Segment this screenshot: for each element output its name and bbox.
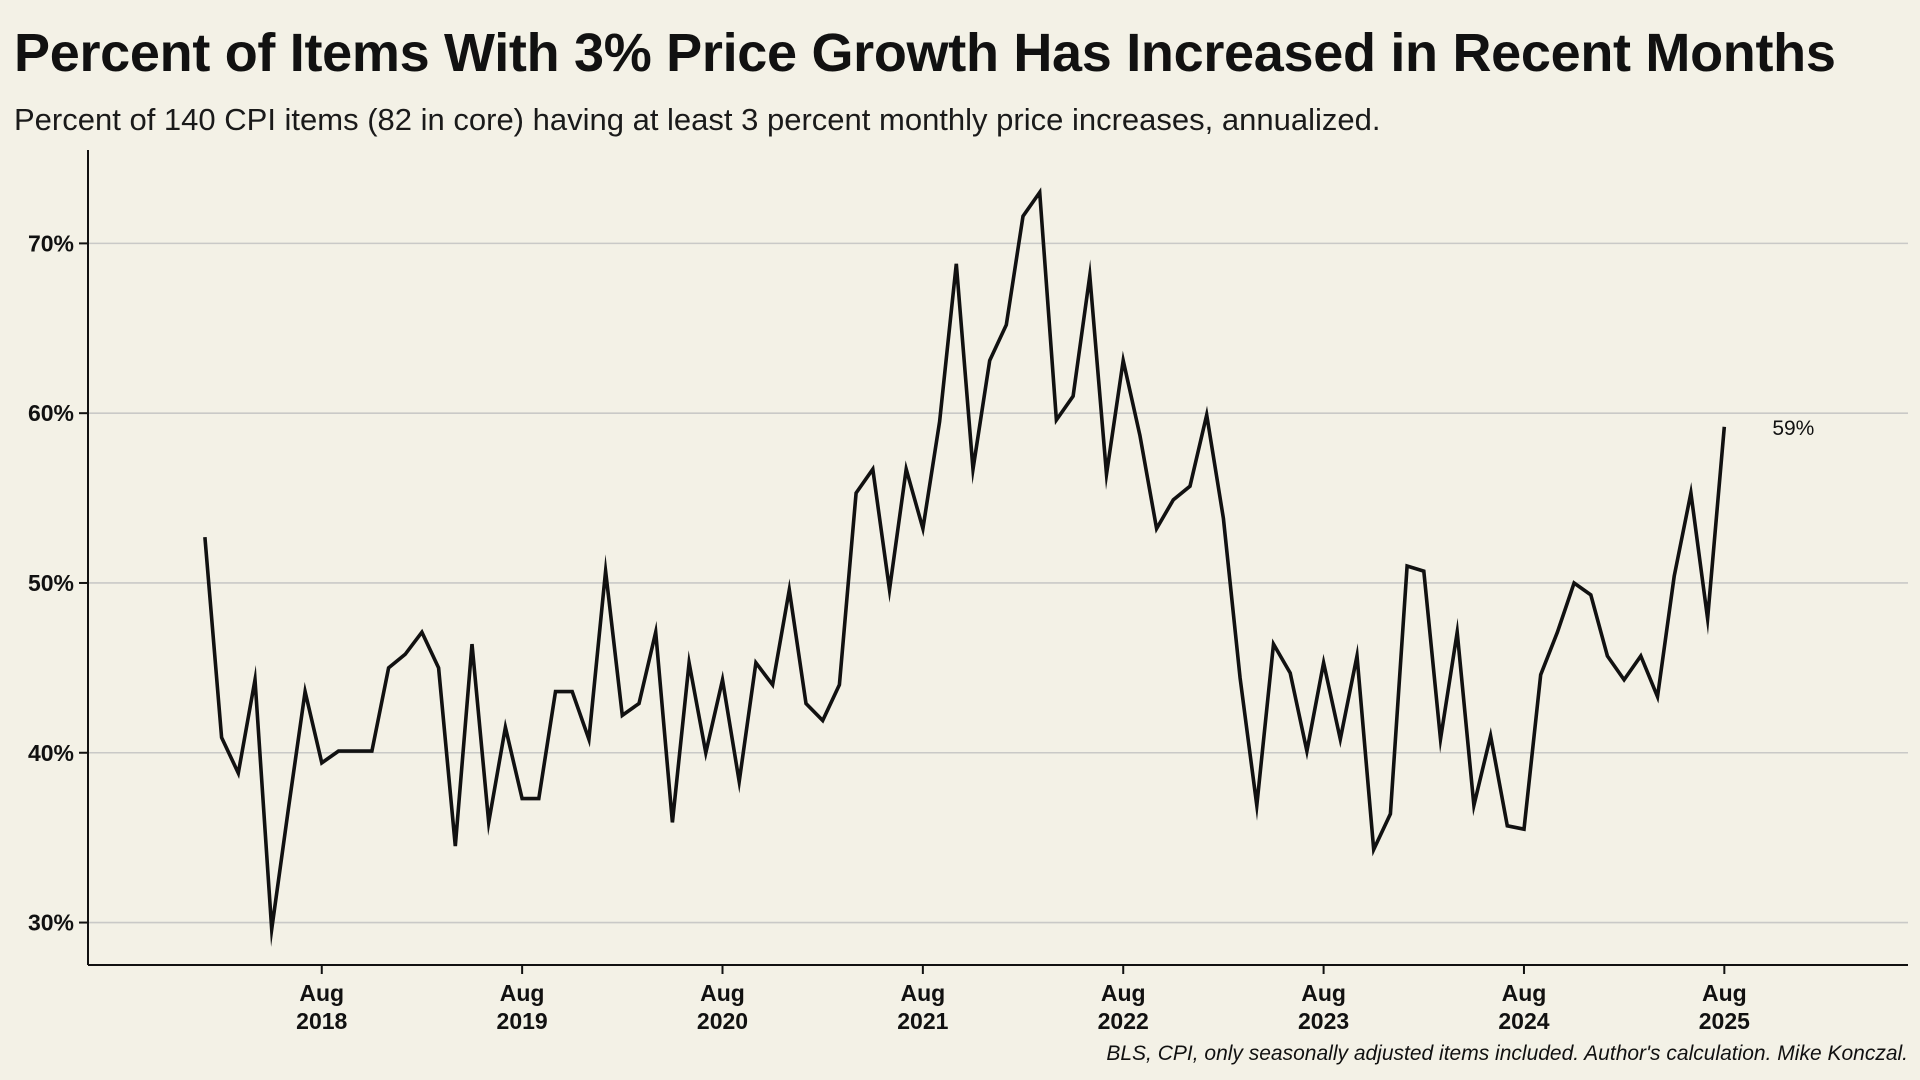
y-tick-label: 40% — [28, 740, 74, 766]
tick-labels: 30%40%50%60%70%Aug2018Aug2019Aug2020Aug2… — [28, 230, 1750, 1034]
source-note: BLS, CPI, only seasonally adjusted items… — [1106, 1042, 1908, 1065]
y-tick-label: 30% — [28, 910, 74, 936]
x-tick-label-month: Aug — [1702, 980, 1747, 1006]
chart-subtitle: Percent of 140 CPI items (82 in core) ha… — [14, 102, 1381, 137]
end-value-label: 59% — [1772, 417, 1814, 440]
x-tick-label-month: Aug — [700, 980, 745, 1006]
gridlines — [88, 242, 1908, 924]
x-tick-label-year: 2025 — [1699, 1008, 1750, 1034]
x-tick-label-year: 2019 — [497, 1008, 548, 1034]
x-tick-label-month: Aug — [299, 980, 344, 1006]
x-tick-label-month: Aug — [1101, 980, 1146, 1006]
chart-title: Percent of Items With 3% Price Growth Ha… — [14, 23, 1836, 83]
axes — [79, 150, 1908, 974]
series-layer: 59% — [203, 187, 1814, 947]
x-tick-label-month: Aug — [500, 980, 545, 1006]
x-tick-label-month: Aug — [1502, 980, 1547, 1006]
x-tick-label-year: 2021 — [897, 1008, 948, 1034]
x-tick-label-year: 2020 — [697, 1008, 748, 1034]
y-tick-label: 50% — [28, 570, 74, 596]
series-line — [203, 187, 1727, 947]
x-tick-label-month: Aug — [1301, 980, 1346, 1006]
y-tick-label: 60% — [28, 400, 74, 426]
x-tick-label-year: 2022 — [1098, 1008, 1149, 1034]
x-tick-label-month: Aug — [901, 980, 946, 1006]
y-tick-label: 70% — [28, 230, 74, 256]
x-tick-label-year: 2024 — [1498, 1008, 1549, 1034]
x-tick-label-year: 2018 — [296, 1008, 347, 1034]
x-tick-label-year: 2023 — [1298, 1008, 1349, 1034]
